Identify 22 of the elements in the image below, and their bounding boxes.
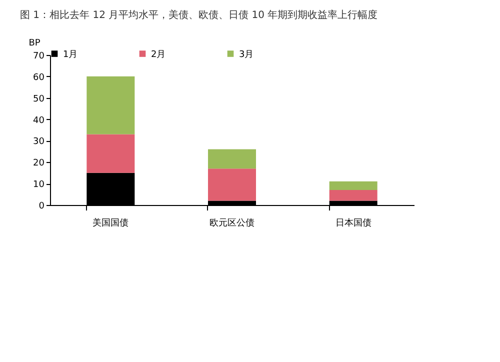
x-tick-label: 美国国债 bbox=[92, 218, 129, 228]
bar bbox=[208, 168, 256, 201]
chart-title: 图 1：相比去年 12 月平均水平，美债、欧债、日债 10 年期到期收益率上行幅度 bbox=[20, 9, 378, 21]
bar bbox=[86, 76, 135, 134]
y-tick-label: 0 bbox=[38, 202, 45, 212]
y-tick-label: 70 bbox=[33, 52, 45, 62]
y-tick-label: 40 bbox=[33, 116, 45, 126]
y-tick-label: 50 bbox=[33, 94, 45, 104]
bar bbox=[329, 190, 378, 201]
y-axis-title: BP bbox=[28, 38, 41, 48]
bar bbox=[208, 149, 256, 169]
y-tick-label: 20 bbox=[33, 158, 45, 169]
x-tick-label: 日本国债 bbox=[335, 218, 372, 228]
y-tick-label: 30 bbox=[33, 137, 45, 148]
legend-label: 3月 bbox=[239, 50, 254, 60]
bar bbox=[86, 134, 135, 173]
legend-label: 2月 bbox=[151, 50, 166, 60]
bar bbox=[329, 181, 378, 190]
y-tick-label: 60 bbox=[33, 72, 45, 83]
x-tick-label: 欧元区公债 bbox=[210, 218, 254, 228]
y-tick-label: 10 bbox=[33, 180, 45, 190]
legend-label: 1月 bbox=[63, 50, 78, 60]
